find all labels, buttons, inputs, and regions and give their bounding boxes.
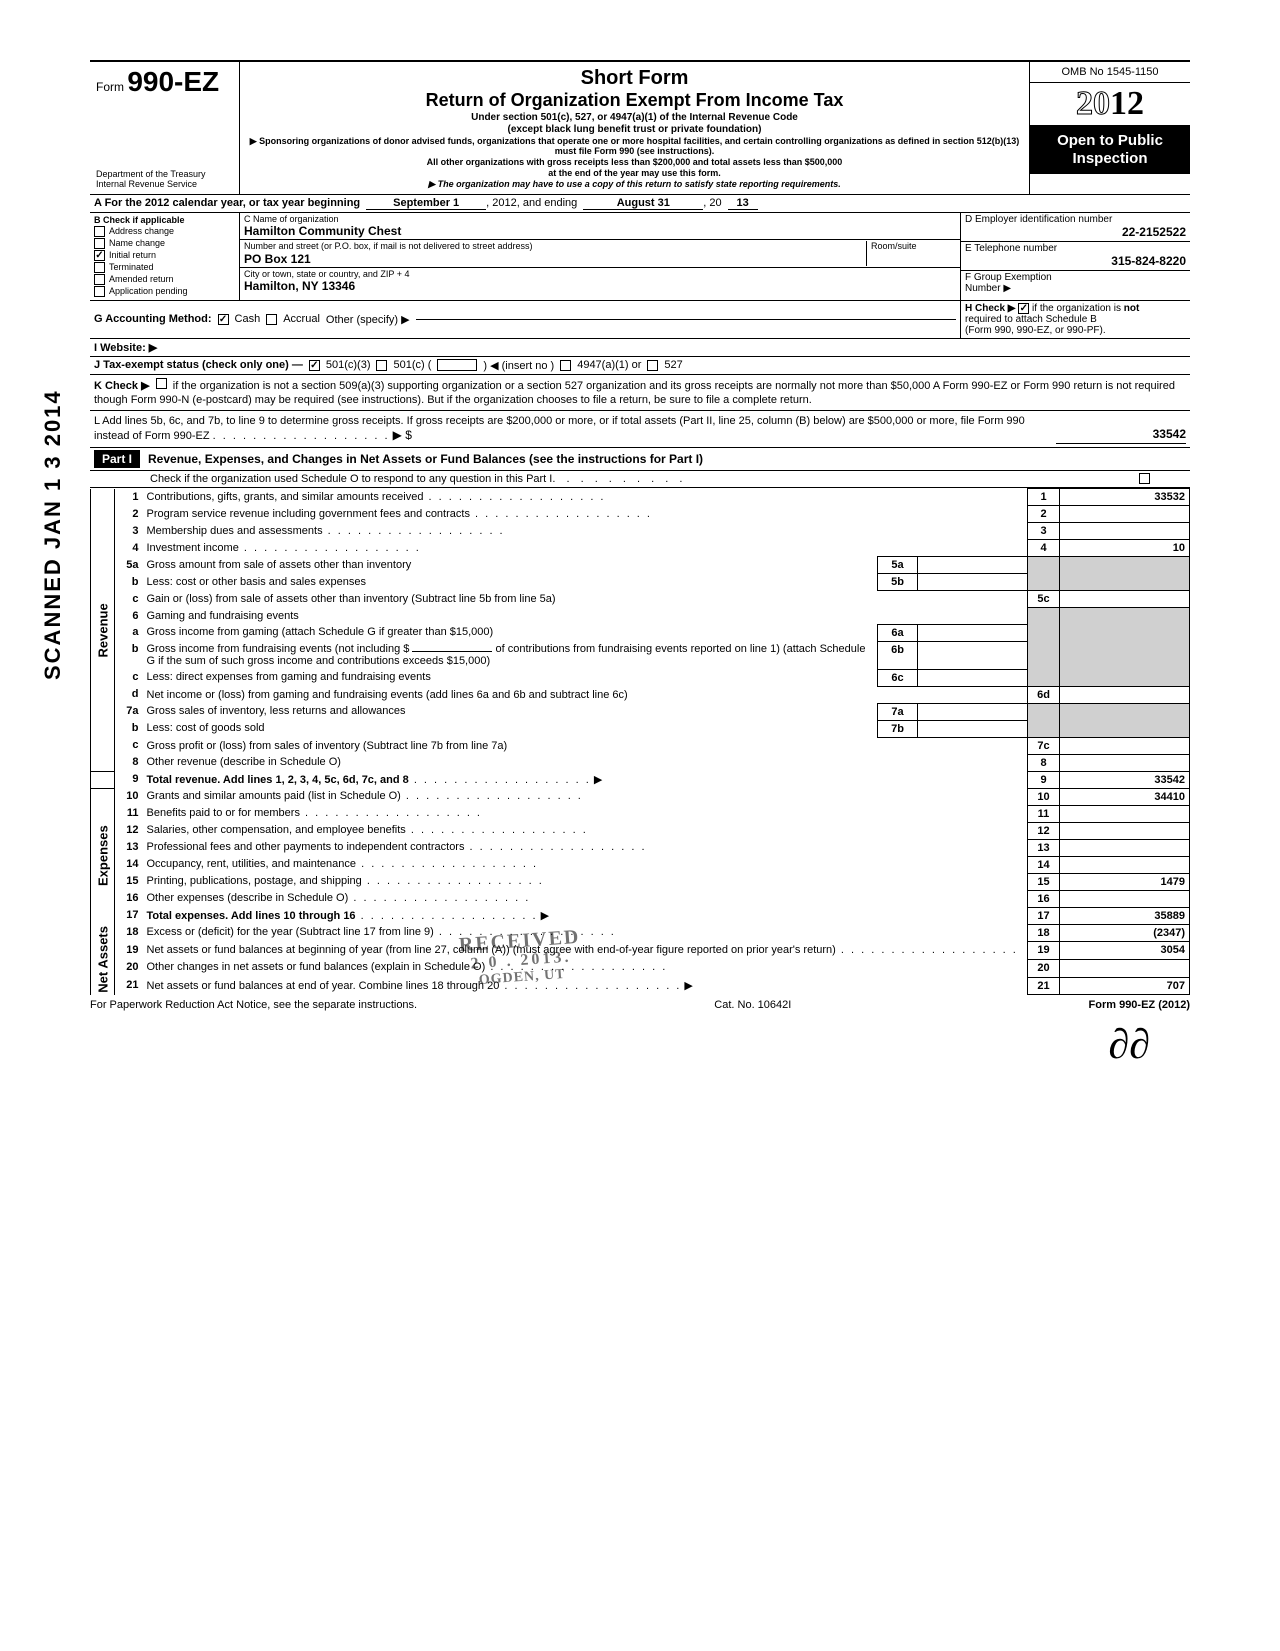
row-i-website: I Website: ▶ — [90, 339, 1190, 357]
col-h: H Check ▶ ✓ if the organization is not r… — [960, 301, 1190, 338]
chk-application-pending[interactable] — [94, 286, 105, 297]
chk-527[interactable] — [647, 360, 658, 371]
part1-lines-table: Revenue 1 Contributions, gifts, grants, … — [90, 488, 1190, 995]
row-k: K Check ▶ if the organization is not a s… — [90, 375, 1190, 412]
line18-val: (2347) — [1060, 924, 1190, 942]
col-b-checkboxes: B Check if applicable Address change Nam… — [90, 213, 240, 300]
org-city: Hamilton, NY 13346 — [244, 279, 355, 293]
chk-amended[interactable] — [94, 274, 105, 285]
row-j-tax-status: J Tax-exempt status (check only one) — ✓… — [90, 357, 1190, 375]
line21-val: 707 — [1060, 977, 1190, 995]
part1-header: Part I Revenue, Expenses, and Changes in… — [90, 448, 1190, 471]
chk-name-change[interactable] — [94, 238, 105, 249]
line17-total-expenses: 35889 — [1060, 907, 1190, 924]
side-expenses: Expenses — [91, 788, 115, 924]
chk-h[interactable]: ✓ — [1018, 303, 1029, 314]
chk-k[interactable] — [156, 378, 167, 389]
phone: 315-824-8220 — [965, 254, 1186, 268]
tax-year-end[interactable] — [583, 197, 703, 210]
line10-val: 34410 — [1060, 788, 1190, 805]
chk-501c3[interactable]: ✓ — [309, 360, 320, 371]
open-to-public: Open to Public Inspection — [1030, 126, 1190, 174]
ein: 22-2152522 — [965, 225, 1186, 239]
scanned-stamp: SCANNED JAN 1 3 2014 — [40, 389, 66, 680]
tax-year: 2012 — [1030, 83, 1190, 126]
org-address: PO Box 121 — [244, 252, 311, 266]
line15-val: 1479 — [1060, 873, 1190, 890]
dept-treasury: Department of the Treasury Internal Reve… — [96, 170, 233, 190]
chk-4947[interactable] — [560, 360, 571, 371]
chk-schedule-o[interactable] — [1139, 473, 1150, 484]
col-c-org-info: C Name of organization Hamilton Communit… — [240, 213, 960, 300]
row-l: L Add lines 5b, 6c, and 7b, to line 9 to… — [90, 411, 1190, 448]
signature: ∂∂ — [90, 1021, 1190, 1069]
page-footer: For Paperwork Reduction Act Notice, see … — [90, 995, 1190, 1015]
line4-val: 10 — [1060, 540, 1190, 557]
tax-year-begin[interactable] — [366, 197, 486, 210]
row-a-tax-year: A For the 2012 calendar year, or tax yea… — [90, 195, 1190, 213]
title-return: Return of Organization Exempt From Incom… — [248, 90, 1021, 112]
omb-number: OMB No 1545-1150 — [1030, 62, 1190, 83]
title-short-form: Short Form — [248, 66, 1021, 90]
line1-val: 33532 — [1060, 489, 1190, 506]
form-number: Form 990-EZ — [96, 66, 233, 98]
line19-val: 3054 — [1060, 942, 1190, 960]
col-def: D Employer identification number 22-2152… — [960, 213, 1190, 300]
chk-501c[interactable] — [376, 360, 387, 371]
side-revenue: Revenue — [91, 489, 115, 772]
section-bcdef: B Check if applicable Address change Nam… — [90, 213, 1190, 301]
part1-schedule-o: Check if the organization used Schedule … — [90, 471, 1190, 488]
form-990ez: SCANNED JAN 1 3 2014 Form 990-EZ Departm… — [90, 60, 1190, 1069]
form-header: Form 990-EZ Department of the Treasury I… — [90, 60, 1190, 195]
chk-cash[interactable]: ✓ — [218, 314, 229, 325]
side-net-assets: Net Assets — [91, 924, 115, 995]
line9-total-revenue: 33542 — [1060, 771, 1190, 788]
tax-year-end-yy[interactable] — [728, 197, 758, 210]
chk-accrual[interactable] — [266, 314, 277, 325]
row-gh: G Accounting Method: ✓Cash Accrual Other… — [90, 301, 1190, 339]
chk-terminated[interactable] — [94, 262, 105, 273]
org-name: Hamilton Community Chest — [244, 224, 401, 238]
chk-address-change[interactable] — [94, 226, 105, 237]
gross-receipts-total: 33542 — [1056, 427, 1186, 444]
chk-initial-return[interactable]: ✓ — [94, 250, 105, 261]
